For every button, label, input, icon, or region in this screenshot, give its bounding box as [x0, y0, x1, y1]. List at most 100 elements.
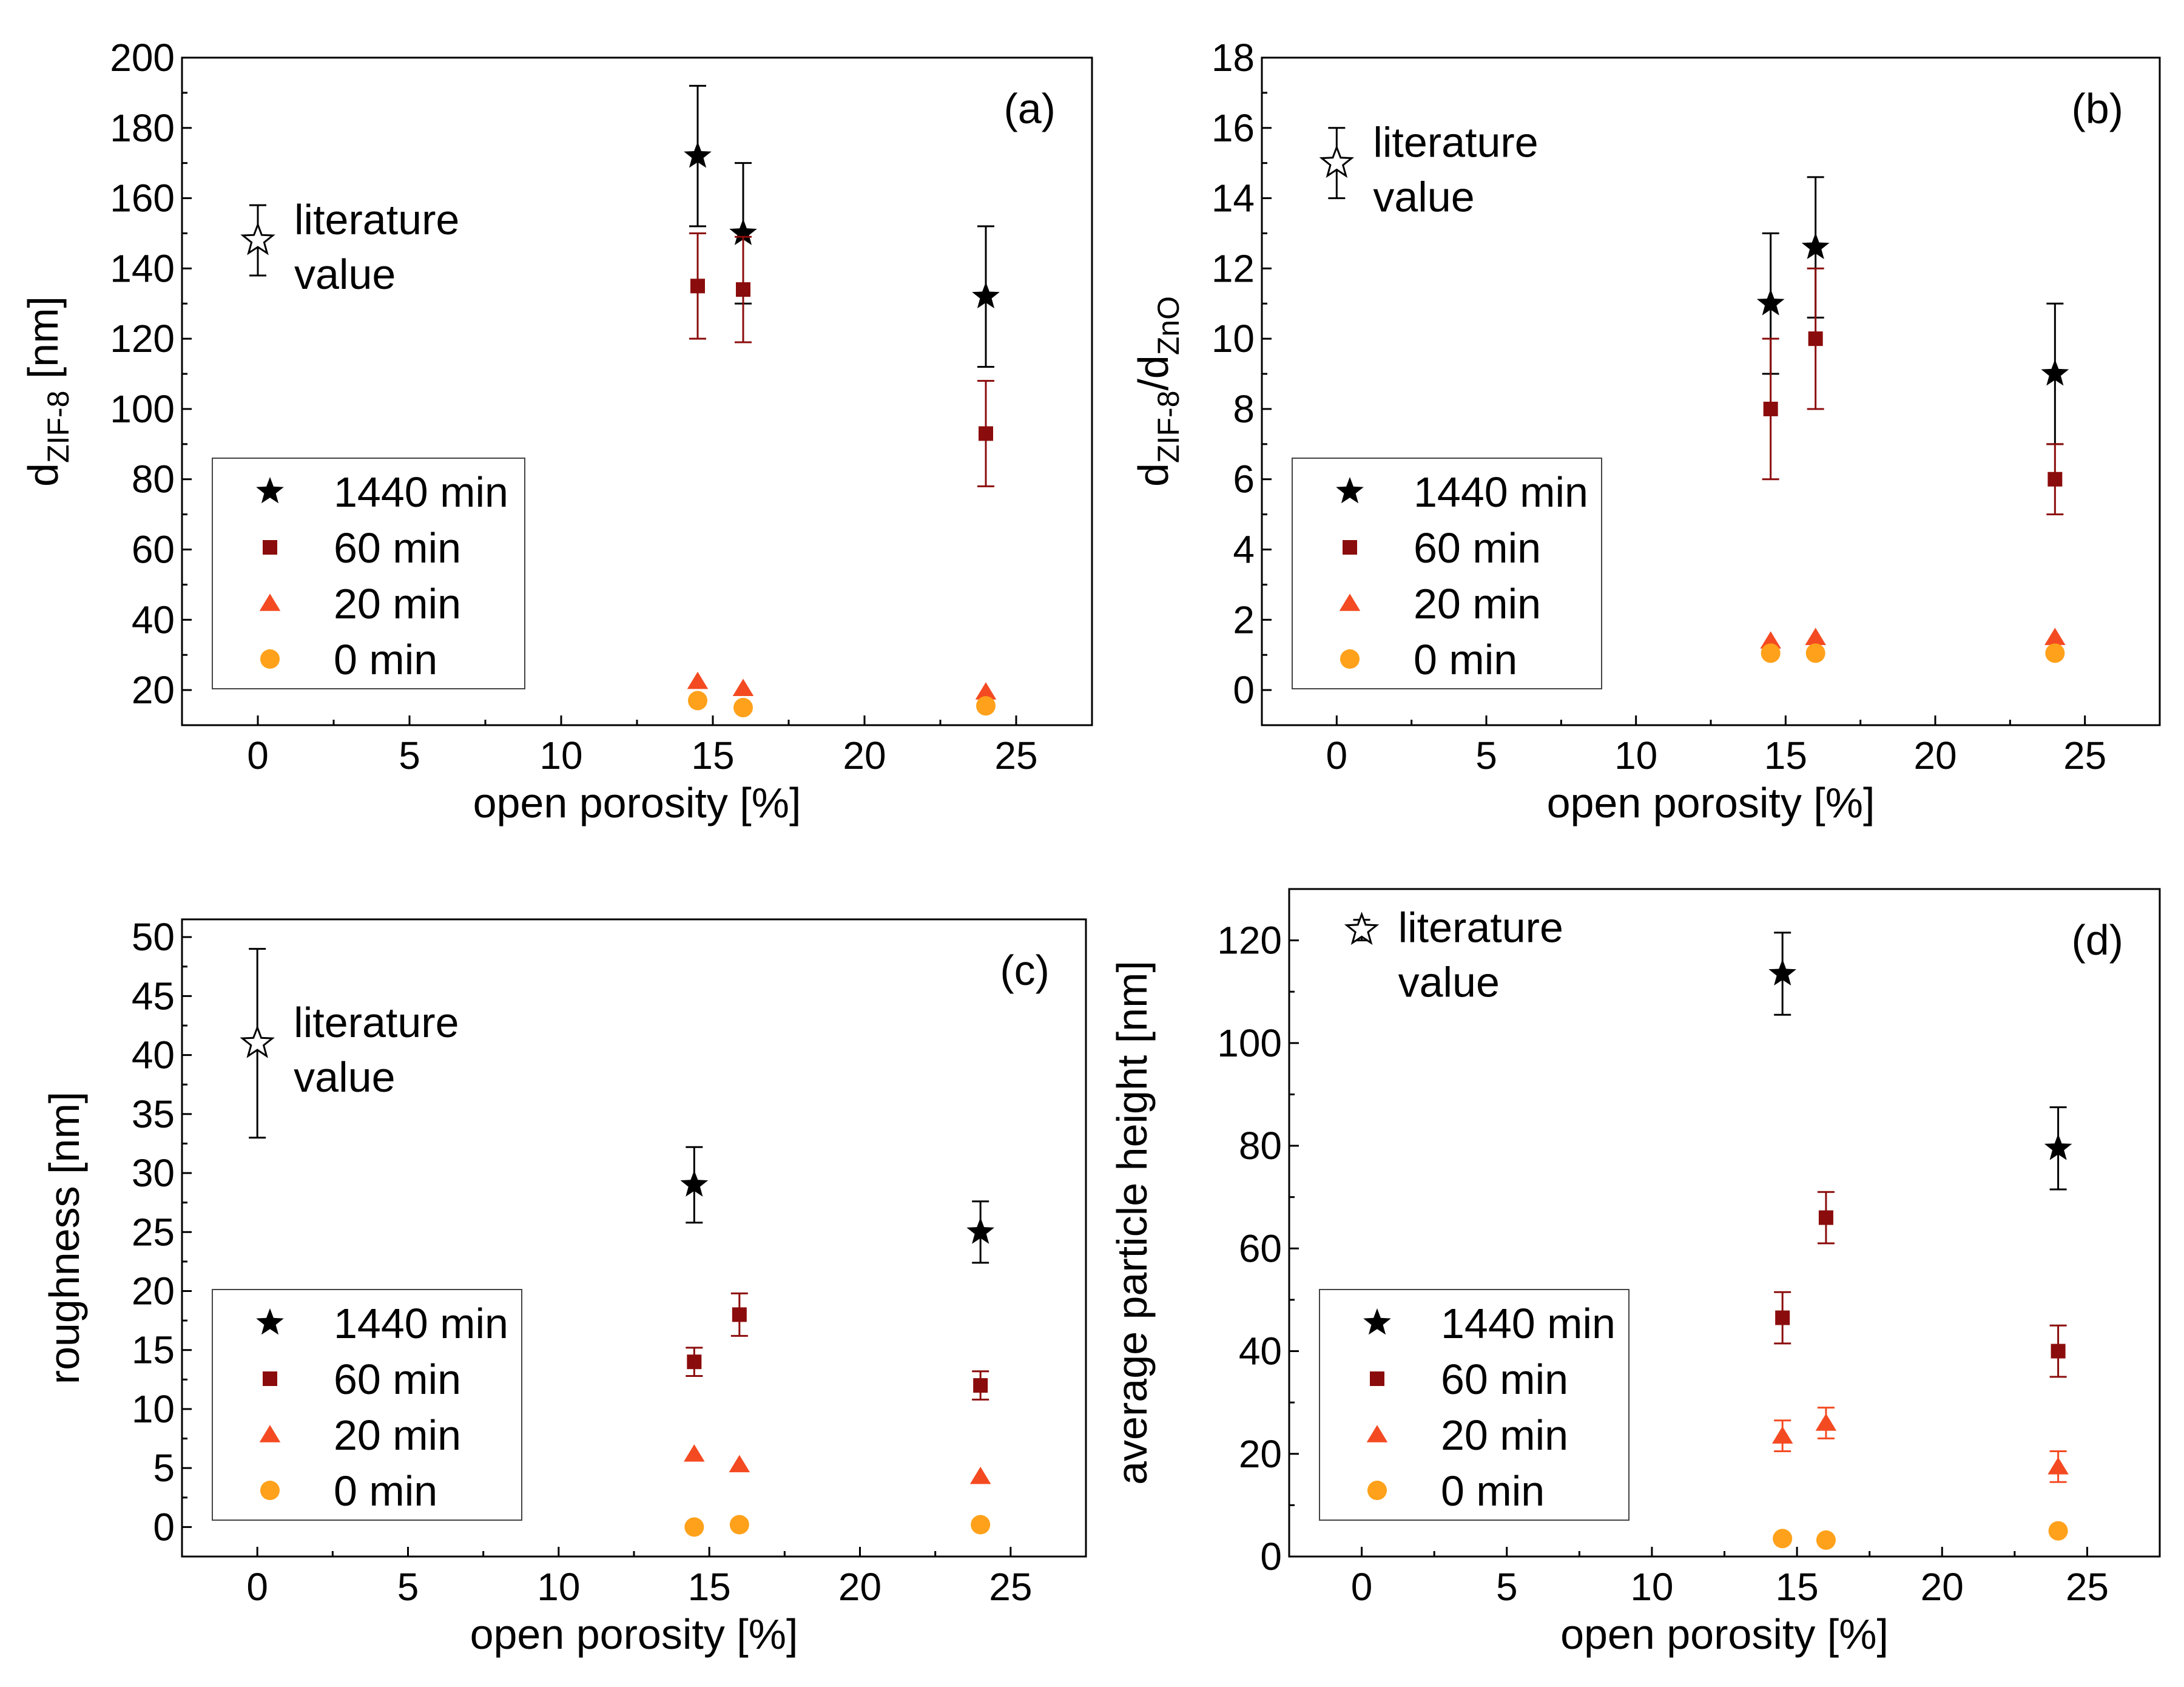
y-tick-label: 12 — [1212, 246, 1255, 290]
literature-label: literature — [1373, 119, 1538, 166]
y-tick-label: 200 — [110, 36, 175, 79]
legend-marker — [256, 477, 284, 504]
y-tick-label: 40 — [132, 1033, 175, 1077]
data-point — [1763, 401, 1778, 416]
y-tick-label: 120 — [1217, 919, 1282, 962]
x-tick-label: 25 — [989, 1565, 1032, 1609]
data-point — [975, 682, 997, 700]
y-tick-label: 14 — [1212, 177, 1255, 220]
x-tick-label: 10 — [1630, 1565, 1673, 1609]
data-point — [979, 426, 993, 441]
data-point — [1775, 1310, 1790, 1325]
x-tick-label: 10 — [537, 1565, 580, 1609]
data-point — [732, 1307, 747, 1322]
series-20 — [1771, 1407, 2069, 1483]
data-point — [973, 1378, 988, 1393]
literature-label: literature — [1398, 904, 1563, 952]
data-point — [2048, 1457, 2069, 1475]
y-tick-label: 50 — [132, 915, 175, 959]
data-point — [680, 1170, 709, 1197]
legend-label: 60 min — [334, 524, 461, 572]
data-point — [736, 282, 750, 297]
panel-label: (c) — [1000, 947, 1050, 994]
data-point — [1816, 1530, 1836, 1550]
data-point — [1761, 643, 1781, 663]
legend-label: 20 min — [334, 1411, 461, 1459]
series-0 — [684, 1515, 991, 1537]
legend-label: 0 min — [1414, 636, 1517, 683]
x-tick-label: 15 — [688, 1565, 731, 1609]
legend-marker — [1366, 1425, 1388, 1442]
series-0 — [688, 691, 996, 718]
data-point — [969, 1467, 991, 1484]
literature-label: value — [1398, 959, 1500, 1006]
x-tick-label: 15 — [1775, 1565, 1818, 1609]
panel-label: (d) — [2071, 916, 2123, 964]
data-point — [1768, 959, 1796, 985]
literature-star — [1344, 911, 1380, 945]
y-tick-label: 35 — [132, 1092, 175, 1136]
x-tick-label: 10 — [539, 734, 582, 777]
y-tick-label: 20 — [132, 668, 175, 712]
data-point — [971, 1515, 991, 1535]
data-point — [2041, 359, 2069, 386]
data-point — [732, 678, 754, 696]
x-tick-label: 25 — [2066, 1565, 2109, 1609]
data-point — [2044, 1134, 2072, 1160]
x-tick-label: 5 — [399, 734, 420, 777]
data-point — [2048, 472, 2063, 487]
x-tick-label: 25 — [2063, 734, 2106, 777]
series-1440 — [1756, 176, 2069, 445]
series-60 — [1762, 267, 2064, 516]
y-tick-label: 100 — [110, 387, 175, 431]
y-tick-label: 60 — [132, 528, 175, 572]
legend-marker — [1339, 593, 1361, 611]
literature-star — [1319, 144, 1355, 178]
legend-marker — [263, 1371, 277, 1386]
y-tick-label: 0 — [1260, 1535, 1282, 1578]
y-tick-label: 80 — [132, 458, 175, 501]
y-tick-label: 120 — [110, 317, 175, 360]
legend-marker — [1363, 1308, 1391, 1335]
y-tick-label: 15 — [132, 1328, 175, 1372]
legend-label: 1440 min — [1414, 468, 1588, 516]
legend-label: 20 min — [334, 580, 461, 627]
literature-label: value — [294, 251, 396, 298]
series-1440 — [1768, 931, 2072, 1191]
x-axis-label: open porosity [%] — [1547, 779, 1875, 827]
legend-label: 0 min — [1441, 1467, 1545, 1515]
legend-marker — [263, 540, 277, 555]
y-tick-label: 0 — [153, 1505, 175, 1549]
x-axis-label: open porosity [%] — [1560, 1611, 1889, 1658]
panel-label: (a) — [1003, 85, 1056, 132]
data-point — [966, 1217, 994, 1244]
literature-label: literature — [294, 999, 459, 1046]
x-axis-label: open porosity [%] — [473, 779, 801, 827]
data-point — [690, 279, 705, 294]
legend-label: 60 min — [1414, 524, 1541, 572]
legend-label: 0 min — [334, 1467, 437, 1515]
x-tick-label: 5 — [1475, 734, 1497, 777]
y-axis-label: average particle height [nm] — [1108, 961, 1156, 1485]
y-tick-label: 10 — [132, 1387, 175, 1431]
legend-marker — [1340, 649, 1360, 669]
series-20 — [687, 671, 997, 700]
data-point — [684, 1444, 705, 1462]
legend-marker — [259, 593, 281, 611]
data-point — [1815, 1413, 1837, 1431]
y-axis-label: roughness [nm] — [41, 1092, 88, 1384]
data-point — [1818, 1210, 1833, 1225]
literature-label: value — [1373, 174, 1474, 221]
legend: 1440 min 60 min 20 min 0 min — [212, 1289, 522, 1521]
y-axis-label: dZIF-8 [nm] — [19, 296, 75, 487]
y-tick-label: 180 — [110, 106, 175, 150]
legend-marker — [1343, 540, 1357, 555]
data-point — [733, 698, 753, 718]
x-tick-label: 15 — [1764, 734, 1807, 777]
x-tick-label: 15 — [691, 734, 734, 777]
series-1440 — [684, 84, 1000, 368]
data-point — [684, 1517, 704, 1537]
x-axis-label: open porosity [%] — [470, 1611, 798, 1658]
x-tick-label: 0 — [1351, 1565, 1373, 1609]
